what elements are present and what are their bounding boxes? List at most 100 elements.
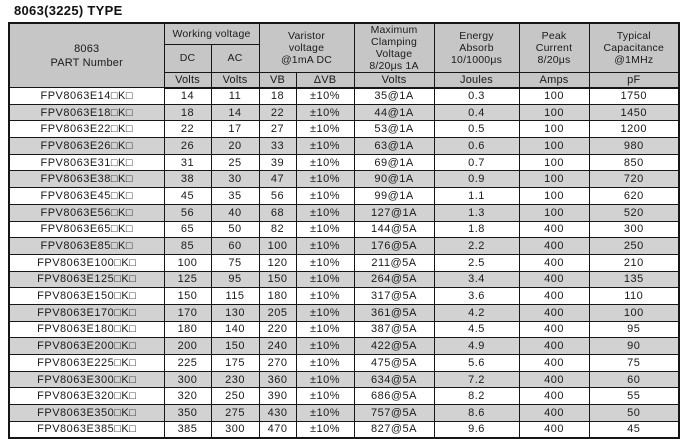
cell-peak_amps: 100: [518, 203, 590, 222]
unit-ac-volts: Volts: [210, 72, 260, 89]
cell-capacitance_pf: 90: [588, 337, 680, 355]
cell-peak_amps: 400: [518, 320, 590, 339]
cell-vb: 120: [258, 253, 297, 272]
cell-ac_volts: 40: [210, 203, 260, 222]
table-row: FPV8063E85□K□ 85 60 100 ±10% 176@5A 2.2 400 250: [8, 237, 680, 255]
cell-peak_amps: 400: [518, 237, 590, 255]
cell-part_number: FPV8063E26□K□: [8, 137, 165, 155]
cell-peak_amps: 100: [518, 170, 590, 189]
cell-part_number: FPV8063E31□K□: [8, 153, 165, 172]
cell-capacitance_pf: 1200: [588, 120, 680, 139]
cell-dc_volts: 85: [163, 237, 212, 255]
cell-peak_amps: 400: [518, 270, 590, 289]
cell-dc_volts: 14: [163, 87, 212, 105]
cell-part_number: FPV8063E100□K□: [8, 253, 165, 272]
cell-clamping_volts: 387@5A: [353, 320, 435, 339]
cell-vb: 47: [258, 170, 297, 189]
cell-vb: 205: [258, 303, 297, 322]
cell-ac_volts: 250: [210, 387, 260, 406]
cell-vb: 470: [258, 420, 297, 439]
cell-peak_amps: 100: [518, 153, 590, 172]
cell-capacitance_pf: 75: [588, 354, 680, 372]
cell-energy_joules: 0.5: [433, 120, 520, 139]
cell-peak_amps: 400: [518, 220, 590, 239]
table-row: FPV8063E180□K□ 180 140 220 ±10% 387@5A 4.5 400 9…: [8, 320, 680, 339]
table-row: FPV8063E350□K□ 350 275 430 ±10% 757@5A 8.6 400 5…: [8, 404, 680, 422]
cell-energy_joules: 4.9: [433, 337, 520, 355]
cell-clamping_volts: 634@5A: [353, 370, 435, 389]
cell-dc_volts: 65: [163, 220, 212, 239]
cell-clamping_volts: 44@1A: [353, 103, 435, 122]
cell-clamping_volts: 264@5A: [353, 270, 435, 289]
cell-delta_vb: ±10%: [295, 220, 355, 239]
cell-peak_amps: 400: [518, 354, 590, 372]
table-row: FPV8063E18□K□ 18 14 22 ±10% 44@1A 0.4 100 1450: [8, 103, 680, 122]
cell-peak_amps: 400: [518, 370, 590, 389]
cell-peak_amps: 100: [518, 187, 590, 205]
cell-dc_volts: 38: [163, 170, 212, 189]
header-ac: AC: [210, 43, 260, 74]
cell-clamping_volts: 211@5A: [353, 253, 435, 272]
cell-clamping_volts: 361@5A: [353, 303, 435, 322]
cell-capacitance_pf: 110: [588, 287, 680, 305]
cell-clamping_volts: 35@1A: [353, 87, 435, 105]
unit-vb: VB: [258, 72, 297, 89]
cell-part_number: FPV8063E45□K□: [8, 187, 165, 205]
cell-clamping_volts: 422@5A: [353, 337, 435, 355]
cell-energy_joules: 0.3: [433, 87, 520, 105]
cell-capacitance_pf: 45: [588, 420, 680, 439]
cell-energy_joules: 8.6: [433, 404, 520, 422]
cell-delta_vb: ±10%: [295, 404, 355, 422]
cell-energy_joules: 2.5: [433, 253, 520, 272]
cell-part_number: FPV8063E18□K□: [8, 103, 165, 122]
table-body: FPV8063E14□K□ 14 11 18 ±10% 35@1A 0.3 100 1750 FP…: [8, 87, 680, 439]
cell-peak_amps: 400: [518, 404, 590, 422]
cell-capacitance_pf: 980: [588, 137, 680, 155]
cell-clamping_volts: 144@5A: [353, 220, 435, 239]
cell-energy_joules: 8.2: [433, 387, 520, 406]
unit-clamping-volts: Volts: [353, 72, 435, 89]
cell-vb: 220: [258, 320, 297, 339]
table-row: FPV8063E56□K□ 56 40 68 ±10% 127@1A 1.3 100 520: [8, 203, 680, 222]
cell-ac_volts: 50: [210, 220, 260, 239]
cell-part_number: FPV8063E170□K□: [8, 303, 165, 322]
cell-capacitance_pf: 1750: [588, 87, 680, 105]
cell-vb: 82: [258, 220, 297, 239]
cell-energy_joules: 3.4: [433, 270, 520, 289]
cell-dc_volts: 22: [163, 120, 212, 139]
table-row: FPV8063E65□K□ 65 50 82 ±10% 144@5A 1.8 400 300: [8, 220, 680, 239]
cell-clamping_volts: 90@1A: [353, 170, 435, 189]
cell-peak_amps: 400: [518, 420, 590, 439]
cell-capacitance_pf: 60: [588, 370, 680, 389]
cell-ac_volts: 230: [210, 370, 260, 389]
table-row: FPV8063E225□K□ 225 175 270 ±10% 475@5A 5.6 400 7…: [8, 354, 680, 372]
page-title: 8063(3225) TYPE: [14, 3, 123, 18]
cell-peak_amps: 400: [518, 387, 590, 406]
cell-part_number: FPV8063E200□K□: [8, 337, 165, 355]
cell-delta_vb: ±10%: [295, 137, 355, 155]
cell-part_number: FPV8063E22□K□: [8, 120, 165, 139]
cell-delta_vb: ±10%: [295, 287, 355, 305]
cell-part_number: FPV8063E38□K□: [8, 170, 165, 189]
cell-vb: 150: [258, 270, 297, 289]
cell-dc_volts: 125: [163, 270, 212, 289]
cell-energy_joules: 0.7: [433, 153, 520, 172]
cell-delta_vb: ±10%: [295, 237, 355, 255]
cell-part_number: FPV8063E65□K□: [8, 220, 165, 239]
cell-delta_vb: ±10%: [295, 370, 355, 389]
cell-vb: 100: [258, 237, 297, 255]
cell-dc_volts: 45: [163, 187, 212, 205]
header-row-1: 8063 PART Number Working voltage Varisto…: [8, 22, 680, 88]
cell-capacitance_pf: 210: [588, 253, 680, 272]
unit-pf: pF: [588, 72, 680, 89]
cell-delta_vb: ±10%: [295, 337, 355, 355]
cell-vb: 18: [258, 87, 297, 105]
cell-clamping_volts: 53@1A: [353, 120, 435, 139]
cell-ac_volts: 14: [210, 103, 260, 122]
cell-delta_vb: ±10%: [295, 253, 355, 272]
cell-dc_volts: 385: [163, 420, 212, 439]
cell-clamping_volts: 63@1A: [353, 137, 435, 155]
cell-capacitance_pf: 50: [588, 404, 680, 422]
cell-delta_vb: ±10%: [295, 387, 355, 406]
cell-clamping_volts: 757@5A: [353, 404, 435, 422]
